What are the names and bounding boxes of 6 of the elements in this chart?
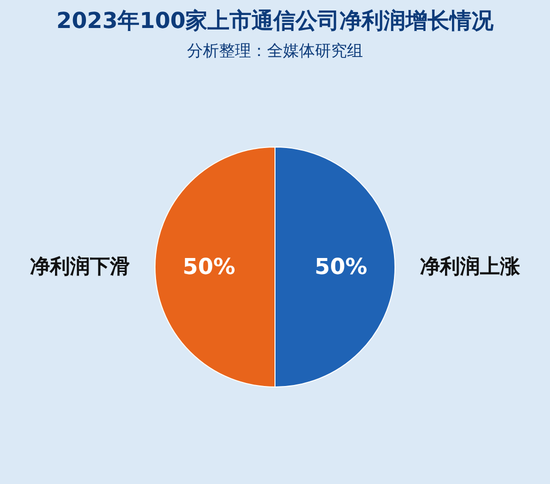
slice-label: 净利润上涨 [420,254,521,278]
chart-subtitle: 分析整理：全媒体研究组 [187,41,363,60]
slice-label: 净利润下滑 [30,254,130,278]
chart-title: 2023年100家上市通信公司净利润增长情况 [56,8,495,34]
data-label: 50% [314,255,368,280]
data-label: 50% [182,255,236,280]
